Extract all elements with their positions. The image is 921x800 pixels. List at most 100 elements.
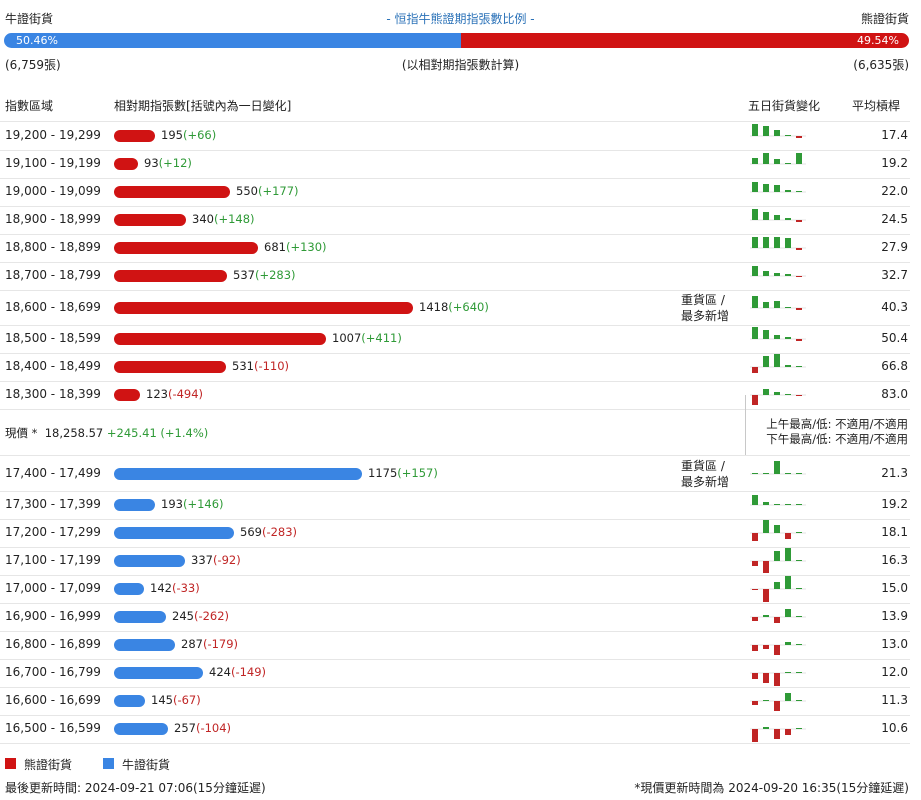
five-day-bar [774,392,780,395]
row-range: 16,600 - 16,699 [5,693,101,707]
five-day-bar [774,617,780,623]
five-day-bar [796,473,802,474]
five-day-bar [796,366,802,367]
row-range: 16,900 - 16,999 [5,609,101,623]
bear-row: 18,700 - 18,799 537(+283) 32.7 [0,262,910,291]
contract-count: 531 [232,359,254,373]
row-value: 123(-494) [146,387,203,401]
five-day-bar [774,504,780,505]
five-day-mini-chart [750,354,806,373]
five-day-bar [763,302,769,308]
five-day-bar [796,136,802,138]
five-day-bar [774,130,780,136]
contract-count: 93 [144,156,159,170]
five-day-mini-chart [750,672,806,686]
five-day-bar [763,520,769,533]
row-range: 18,700 - 18,799 [5,268,101,282]
five-day-bar [774,301,780,308]
row-range: 18,900 - 18,999 [5,212,101,226]
row-average-leverage: 16.3 [881,553,908,567]
day-change: (-179) [202,637,239,651]
price-updated: *現價更新時間為 2024-09-20 16:35(15分鐘延遲) [634,781,909,795]
bull-ratio-segment: 50.46% [4,33,461,48]
bear-bar [114,302,413,314]
row-value: 195(+66) [161,128,216,142]
five-day-bar [796,560,802,561]
heavy-zone-note: 重貨區 / 最多新增 [681,459,730,489]
bear-bar [114,270,227,282]
contract-count: 1007 [332,331,362,345]
five-day-bar [785,218,791,220]
row-value: 193(+146) [161,497,224,511]
five-day-bar [763,645,769,649]
row-average-leverage: 19.2 [881,497,908,511]
five-day-bar [752,266,758,276]
column-header-contracts: 相對期指張數[括號內為一日變化] [114,99,292,113]
bear-bar [114,242,258,254]
am-high-low: 上午最高/低: 不適用/不適用 [766,417,908,431]
contract-count: 245 [172,609,194,623]
five-day-mini-chart [750,153,806,165]
five-day-bar [796,672,802,673]
five-day-bar [796,153,802,164]
day-change: (-33) [171,581,200,595]
five-day-bar [785,473,791,474]
row-average-leverage: 27.9 [881,240,908,254]
five-day-bar [752,673,758,679]
five-day-bar [774,185,780,192]
five-day-mini-chart [750,727,806,742]
five-day-bar [752,158,758,164]
bear-row: 19,000 - 19,099 550(+177) 22.0 [0,178,910,207]
header-divider [0,121,910,122]
bear-percent: 49.54% [857,34,899,47]
bear-stock-label: 熊證街貨 [860,12,909,26]
row-value: 340(+148) [192,212,255,226]
row-range: 17,100 - 17,199 [5,553,101,567]
calc-note: (以相對期指張數計算) [401,58,520,72]
price-label: 現價 * [5,426,38,440]
day-change: (+146) [182,497,224,511]
contract-count: 287 [181,637,203,651]
five-day-bar [774,551,780,561]
five-day-bar [785,163,791,164]
five-day-bar [752,296,758,308]
bull-bar [114,723,168,735]
five-day-bar [763,502,769,505]
heavy-zone-note: 重貨區 / 最多新增 [681,293,730,323]
contract-count: 195 [161,128,183,142]
five-day-bar [752,561,758,566]
day-change: (-283) [261,525,298,539]
five-day-bar [752,645,758,651]
five-day-bar [785,729,791,735]
five-day-bar [763,389,769,395]
five-day-mini-chart [750,266,806,277]
five-day-bar [763,184,769,192]
contract-count: 537 [233,268,255,282]
bull-bar [114,499,155,511]
five-day-mini-chart [750,520,806,541]
row-value: 531(-110) [232,359,289,373]
row-value: 93(+12) [144,156,192,170]
five-day-bar [774,354,780,367]
five-day-bar [796,191,802,192]
five-day-bar [752,495,758,505]
five-day-bar [785,394,791,395]
five-day-bar [796,308,802,310]
row-value: 537(+283) [233,268,296,282]
row-range: 19,100 - 19,199 [5,156,101,170]
contract-count: 1175 [368,466,398,480]
bear-bar [114,333,326,345]
column-header-range: 指數區域 [5,99,54,113]
five-day-mini-chart [750,693,806,711]
five-day-bar [774,461,780,474]
five-day-bar [752,367,758,373]
row-range: 19,000 - 19,099 [5,184,101,198]
row-value: 569(-283) [240,525,297,539]
contract-count: 569 [240,525,262,539]
day-change: (+157) [397,466,438,480]
bull-row: 16,500 - 16,599 257(-104) 10.6 [0,715,910,744]
bull-percent: 50.46% [16,34,58,47]
day-change: (-149) [230,665,267,679]
row-average-leverage: 15.0 [881,581,908,595]
legend-bear-swatch [5,758,16,769]
